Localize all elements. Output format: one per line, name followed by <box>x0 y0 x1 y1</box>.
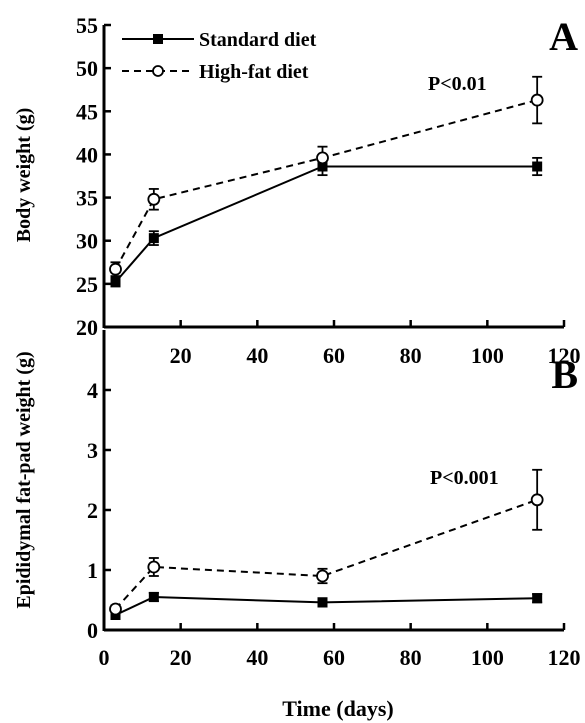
standard-point-a <box>148 233 159 244</box>
x-tick-label-a: 80 <box>400 343 422 368</box>
highfat-point-b <box>147 560 161 574</box>
x-tick-label-b: 20 <box>170 645 192 670</box>
legend-label-standard: Standard diet <box>199 29 317 51</box>
y-tick-label-b: 4 <box>87 378 98 403</box>
x-axis-label: Time (days) <box>282 696 393 721</box>
y-tick-label-a: 45 <box>76 99 98 124</box>
annotation-b: P<0.001 <box>430 467 499 489</box>
x-tick-label-b: 80 <box>400 645 422 670</box>
standard-point-a <box>532 161 543 172</box>
highfat-point-b <box>109 602 122 616</box>
plot-area-a: 20 40 60 80 100 120 20 25 30 35 40 45 50 55 <box>76 13 581 368</box>
standard-line-a <box>114 165 538 283</box>
plot-area-b: 0 20 40 60 80 100 120 0 1 2 3 4 <box>87 330 581 670</box>
x-tick-label-b: 120 <box>548 645 581 670</box>
y-tick-label-a: 55 <box>76 13 98 38</box>
highfat-line-a <box>114 99 538 270</box>
standard-line-b <box>115 595 538 616</box>
x-tick-label-a: 60 <box>323 343 345 368</box>
y-tick-label-a: 25 <box>76 272 98 297</box>
standard-point-b <box>317 597 328 608</box>
legend-marker-highfat <box>152 65 164 77</box>
y-tick-label-a: 20 <box>76 315 98 340</box>
highfat-point-a <box>147 192 161 206</box>
highfat-line-b <box>114 498 538 610</box>
x-tick-label-a: 20 <box>170 343 192 368</box>
y-tick-label-b: 2 <box>87 498 98 523</box>
y-tick-label-b: 1 <box>87 558 98 583</box>
x-tick-label-b: 60 <box>323 645 345 670</box>
panel-b: 0 20 40 60 80 100 120 0 1 2 3 4 Epididymal fat-pad … <box>13 330 581 721</box>
y-tick-label-a: 35 <box>76 186 98 211</box>
highfat-point-b <box>530 493 544 507</box>
x-tick-label-b: 40 <box>246 645 268 670</box>
highfat-point-a <box>530 93 544 107</box>
panel-a: 20 40 60 80 100 120 20 25 30 35 40 45 50 55 Body weig… <box>13 13 581 368</box>
x-tick-label-b: 100 <box>471 645 504 670</box>
y-tick-label-b: 3 <box>87 438 98 463</box>
panel-label-a: A <box>549 14 578 59</box>
x-tick-label-a: 40 <box>246 343 268 368</box>
y-tick-label-b: 0 <box>87 618 98 643</box>
legend: Standard diet High-fat diet <box>122 29 317 83</box>
y-tick-label-a: 50 <box>76 56 98 81</box>
standard-point-b <box>532 593 543 604</box>
annotation-a: P<0.01 <box>428 73 487 95</box>
y-tick-label-a: 40 <box>76 142 98 167</box>
x-tick-label-a: 120 <box>548 343 581 368</box>
highfat-point-a <box>109 262 122 276</box>
y-tick-label-a: 30 <box>76 229 98 254</box>
standard-point-b <box>148 592 159 602</box>
y-axis-label-b: Epididymal fat-pad weight (g) <box>13 351 35 608</box>
x-tick-label-a: 100 <box>471 343 504 368</box>
highfat-point-b <box>316 569 329 583</box>
x-tick-label-b: 0 <box>99 645 110 670</box>
y-axis-label-a: Body weight (g) <box>13 108 35 242</box>
legend-marker-standard <box>153 34 163 44</box>
legend-label-highfat: High-fat diet <box>199 61 309 83</box>
panel-label-b: B <box>551 352 578 397</box>
standard-point-a <box>110 277 121 288</box>
highfat-point-a <box>316 151 329 165</box>
